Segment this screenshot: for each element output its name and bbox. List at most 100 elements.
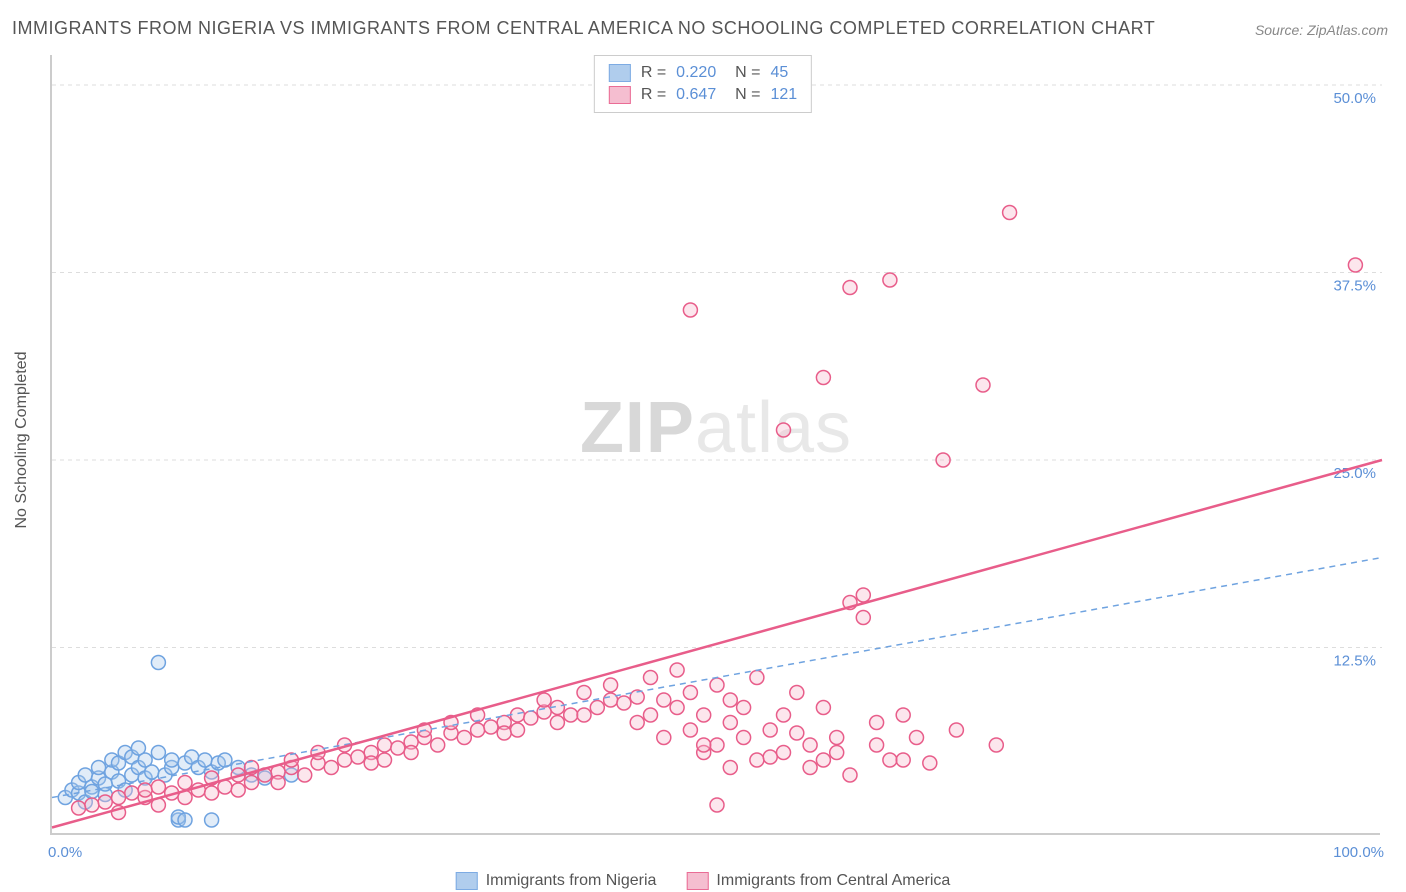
data-point-central_america xyxy=(697,738,711,752)
data-point-central_america xyxy=(271,776,285,790)
trendline-central_america xyxy=(52,460,1382,828)
data-point-central_america xyxy=(550,716,564,730)
data-point-central_america xyxy=(723,693,737,707)
data-point-central_america xyxy=(830,746,844,760)
legend-row-nigeria: R = 0.220 N = 45 xyxy=(609,62,797,84)
bottom-legend-nigeria: Immigrants from Nigeria xyxy=(456,872,657,890)
data-point-nigeria xyxy=(92,761,106,775)
data-point-central_america xyxy=(72,801,86,815)
data-point-central_america xyxy=(923,756,937,770)
data-point-central_america xyxy=(763,750,777,764)
data-point-central_america xyxy=(670,663,684,677)
data-point-central_america xyxy=(683,723,697,737)
data-point-central_america xyxy=(537,693,551,707)
data-point-central_america xyxy=(85,798,99,812)
data-point-central_america xyxy=(564,708,578,722)
source-label: Source: ZipAtlas.com xyxy=(1255,22,1388,38)
data-point-nigeria xyxy=(151,746,165,760)
data-point-central_america xyxy=(577,708,591,722)
data-point-central_america xyxy=(1003,206,1017,220)
data-point-central_america xyxy=(710,678,724,692)
data-point-central_america xyxy=(1348,258,1362,272)
data-point-central_america xyxy=(763,723,777,737)
data-point-central_america xyxy=(883,273,897,287)
data-point-central_america xyxy=(245,776,259,790)
bottom-swatch-nigeria xyxy=(456,872,478,890)
data-point-central_america xyxy=(125,786,139,800)
data-point-central_america xyxy=(883,753,897,767)
data-point-central_america xyxy=(816,371,830,385)
legend-r-val-central_america: 0.647 xyxy=(676,86,716,104)
data-point-central_america xyxy=(644,671,658,685)
data-point-central_america xyxy=(577,686,591,700)
data-point-central_america xyxy=(870,738,884,752)
bottom-legend: Immigrants from Nigeria Immigrants from … xyxy=(448,872,959,890)
legend-r-val-nigeria: 0.220 xyxy=(676,64,716,82)
data-point-nigeria xyxy=(151,656,165,670)
data-point-central_america xyxy=(683,303,697,317)
data-point-central_america xyxy=(803,761,817,775)
trendline-nigeria xyxy=(52,558,1382,798)
y-tick-label: 50.0% xyxy=(1333,90,1376,107)
legend-r-label: R = xyxy=(641,86,666,104)
data-point-central_america xyxy=(604,678,618,692)
data-point-nigeria xyxy=(205,813,219,827)
data-point-central_america xyxy=(856,588,870,602)
x-tick-max: 100.0% xyxy=(1333,844,1384,861)
data-point-central_america xyxy=(231,783,245,797)
data-point-central_america xyxy=(737,731,751,745)
x-tick-min: 0.0% xyxy=(48,844,82,861)
y-axis-title: No Schooling Completed xyxy=(13,352,31,529)
data-point-central_america xyxy=(843,281,857,295)
data-point-central_america xyxy=(617,696,631,710)
legend-swatch-central_america xyxy=(609,86,631,104)
data-point-central_america xyxy=(511,723,525,737)
data-point-central_america xyxy=(670,701,684,715)
data-point-central_america xyxy=(816,753,830,767)
data-point-central_america xyxy=(777,423,791,437)
data-point-central_america xyxy=(949,723,963,737)
data-point-central_america xyxy=(431,738,445,752)
data-point-central_america xyxy=(378,753,392,767)
legend-swatch-nigeria xyxy=(609,64,631,82)
data-point-central_america xyxy=(777,708,791,722)
data-point-central_america xyxy=(830,731,844,745)
data-point-central_america xyxy=(298,768,312,782)
data-point-central_america xyxy=(723,716,737,730)
legend-box: R = 0.220 N = 45 R = 0.647 N = 121 xyxy=(594,55,812,113)
data-point-central_america xyxy=(989,738,1003,752)
data-point-central_america xyxy=(683,686,697,700)
data-point-central_america xyxy=(896,753,910,767)
plot-area: ZIPatlas 12.5%25.0%37.5%50.0% 0.0% 100.0… xyxy=(50,55,1380,835)
data-point-central_america xyxy=(803,738,817,752)
data-point-central_america xyxy=(151,780,165,794)
data-point-central_america xyxy=(790,726,804,740)
bottom-legend-central_america: Immigrants from Central America xyxy=(686,872,950,890)
data-point-central_america xyxy=(112,791,126,805)
data-point-central_america xyxy=(750,671,764,685)
data-point-central_america xyxy=(351,750,365,764)
data-point-central_america xyxy=(138,783,152,797)
data-point-central_america xyxy=(910,731,924,745)
data-point-central_america xyxy=(205,786,219,800)
legend-n-label: N = xyxy=(726,86,760,104)
data-point-central_america xyxy=(178,776,192,790)
legend-row-central_america: R = 0.647 N = 121 xyxy=(609,84,797,106)
data-point-central_america xyxy=(644,708,658,722)
data-point-central_america xyxy=(630,716,644,730)
data-point-nigeria xyxy=(145,765,159,779)
data-point-central_america xyxy=(697,708,711,722)
data-point-central_america xyxy=(364,756,378,770)
legend-n-val-nigeria: 45 xyxy=(770,64,788,82)
data-point-central_america xyxy=(816,701,830,715)
data-point-central_america xyxy=(378,738,392,752)
y-tick-label: 12.5% xyxy=(1333,653,1376,670)
data-point-central_america xyxy=(98,795,112,809)
data-point-central_america xyxy=(338,753,352,767)
data-point-nigeria xyxy=(178,813,192,827)
bottom-legend-label-central_america: Immigrants from Central America xyxy=(716,872,950,890)
data-point-central_america xyxy=(404,746,418,760)
data-point-central_america xyxy=(471,723,485,737)
legend-n-val-central_america: 121 xyxy=(770,86,797,104)
data-point-central_america xyxy=(457,731,471,745)
